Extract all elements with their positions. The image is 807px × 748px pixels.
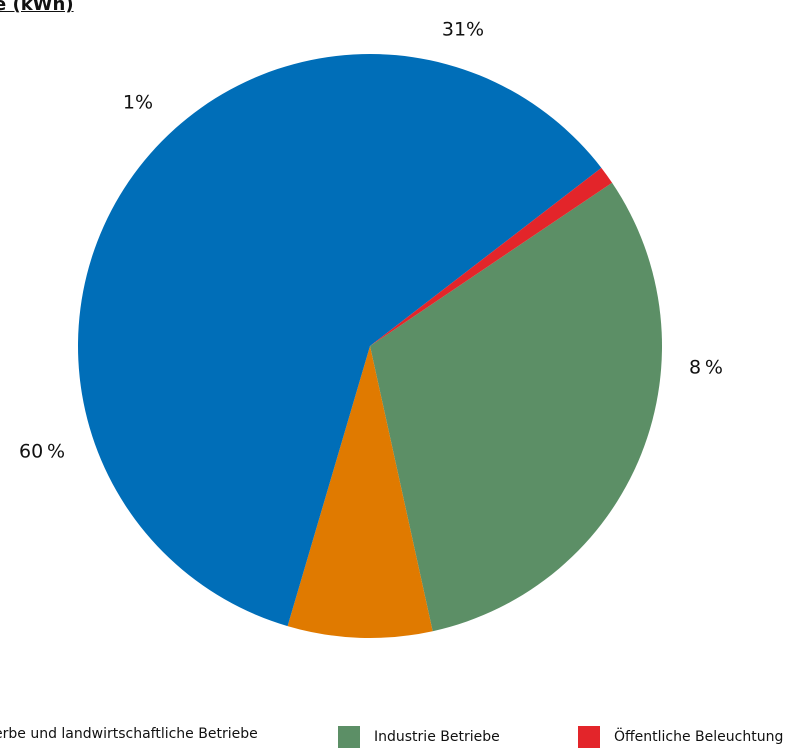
- pie-slice: [77, 53, 602, 627]
- pie-slice: [287, 346, 433, 638]
- legend: erbe und landwirtschaftliche Betriebe In…: [0, 726, 807, 748]
- legend-swatch: [338, 726, 360, 748]
- pie-slice: [370, 182, 662, 632]
- slice-value-label: 60 %: [19, 441, 65, 463]
- chart-title: e (kWh): [0, 0, 74, 15]
- slice-value-label: 31%: [442, 19, 484, 41]
- legend-label: Öffentliche Beleuchtung: [614, 729, 784, 745]
- slice-value-label: 8 %: [689, 357, 723, 379]
- legend-item-gewerbe: erbe und landwirtschaftliche Betriebe: [0, 726, 258, 742]
- slice-value-label: 1%: [123, 92, 153, 114]
- legend-item-beleuchtung: Öffentliche Beleuchtung: [578, 726, 783, 748]
- pie-slice: [370, 167, 613, 346]
- pie-chart: 31% 8 % 60 % 1%: [19, 19, 723, 638]
- legend-swatch: [578, 726, 600, 748]
- legend-label: Industrie Betriebe: [374, 729, 500, 745]
- legend-label: erbe und landwirtschaftliche Betriebe: [0, 726, 258, 742]
- legend-item-industrie: Industrie Betriebe: [338, 726, 500, 748]
